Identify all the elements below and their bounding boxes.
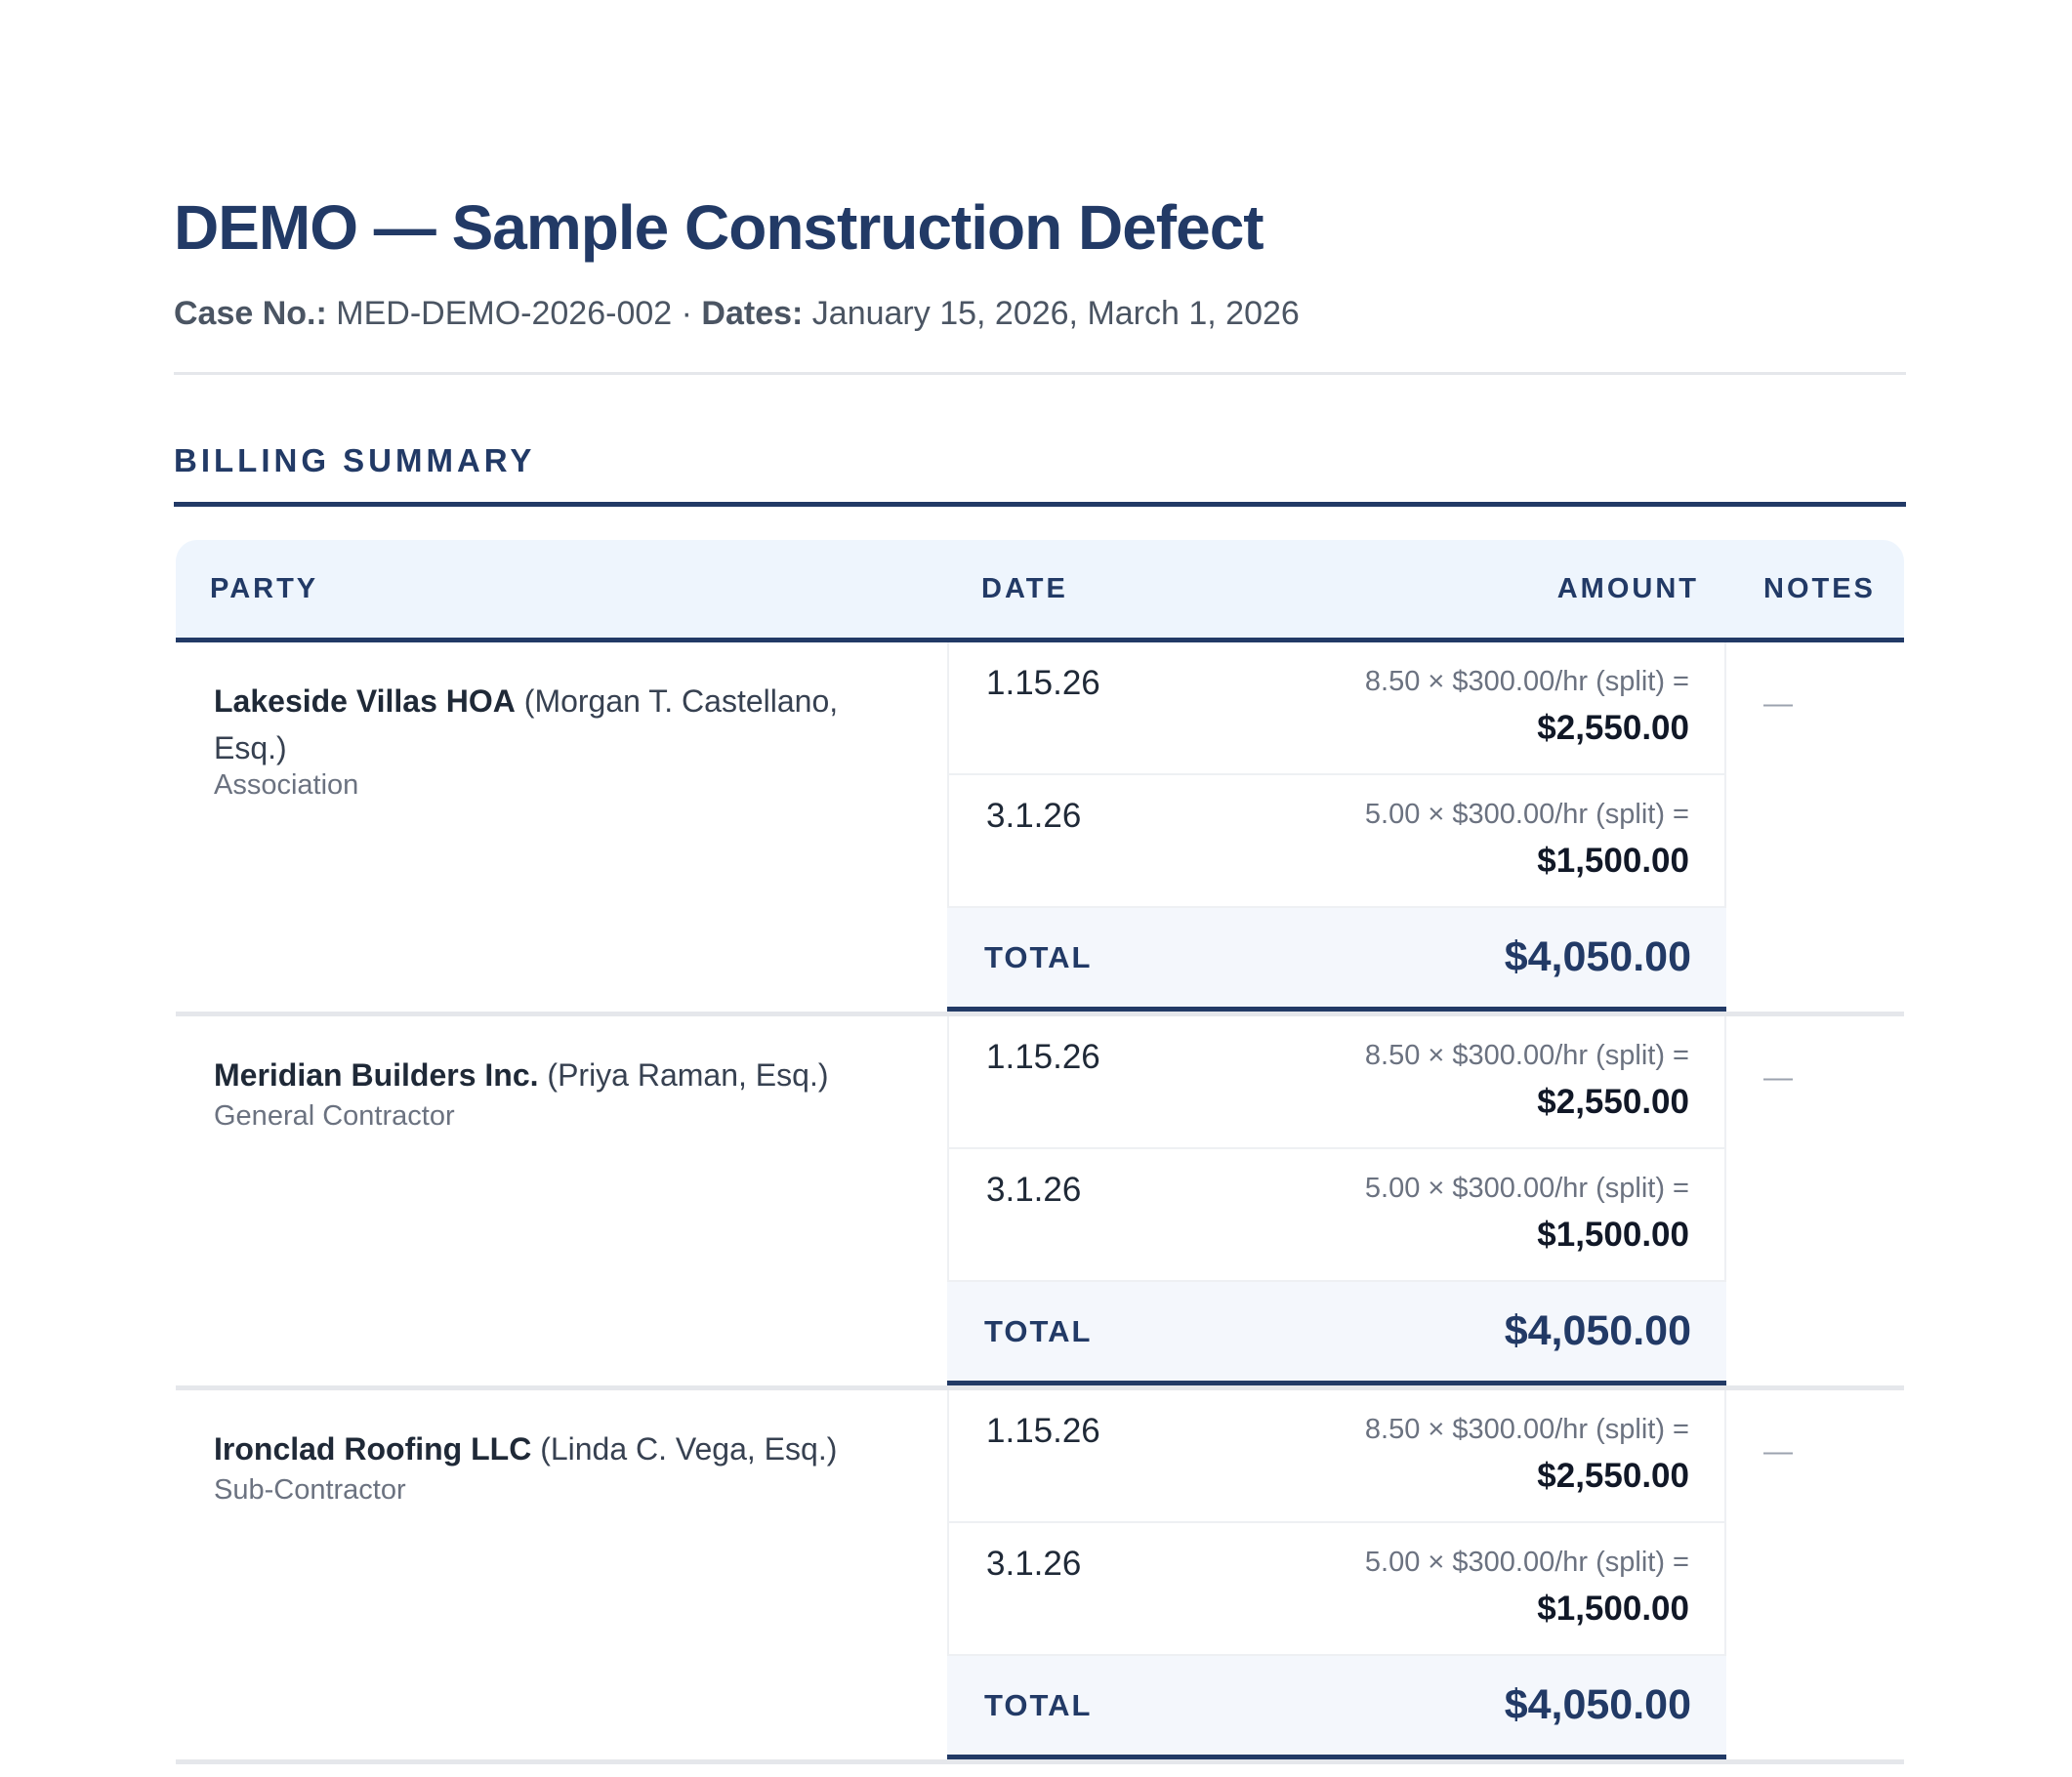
billing-entry: 1.15.26 8.50 × $300.00/hr (split) = $2,5… — [947, 1016, 1726, 1149]
entry-date: 1.15.26 — [986, 664, 1100, 702]
notes-cell: — — [1763, 1061, 1793, 1094]
entry-calculation: 5.00 × $300.00/hr (split) = — [1364, 1547, 1689, 1578]
party-name: Meridian Builders Inc. — [214, 1057, 539, 1093]
party-cell: Meridian Builders Inc. (Priya Raman, Esq… — [176, 1016, 947, 1385]
total-row: TOTAL $4,050.00 — [947, 1282, 1726, 1385]
entry-calculation: 8.50 × $300.00/hr (split) = — [1364, 666, 1689, 697]
notes-cell: — — [1763, 1435, 1793, 1467]
entry-date: 3.1.26 — [986, 1545, 1082, 1583]
party-role: Association — [214, 769, 359, 801]
section-title: BILLING SUMMARY — [174, 442, 536, 478]
total-row: TOTAL $4,050.00 — [947, 908, 1726, 1012]
column-header-notes: NOTES — [1763, 573, 1876, 604]
party-line: Lakeside Villas HOA (Morgan T. Castellan… — [214, 678, 917, 771]
total-label: TOTAL — [984, 1688, 1093, 1722]
entry-calculation: 8.50 × $300.00/hr (split) = — [1364, 1414, 1689, 1445]
billing-entry: 1.15.26 8.50 × $300.00/hr (split) = $2,5… — [947, 642, 1726, 775]
entry-amount: $2,550.00 — [1537, 1457, 1689, 1495]
entry-amount: $1,500.00 — [1537, 1216, 1689, 1254]
party-cell: Ironclad Roofing LLC (Linda C. Vega, Esq… — [176, 1390, 947, 1759]
entry-date: 3.1.26 — [986, 1171, 1082, 1209]
meta-separator: · — [681, 295, 692, 332]
party-row: Ironclad Roofing LLC (Linda C. Vega, Esq… — [176, 1390, 1904, 1764]
notes-cell: — — [1763, 687, 1793, 720]
party-name: Lakeside Villas HOA — [214, 683, 516, 719]
entry-amount: $1,500.00 — [1537, 842, 1689, 880]
entry-amount: $2,550.00 — [1537, 709, 1689, 747]
total-amount: $4,050.00 — [1504, 1307, 1691, 1354]
total-row: TOTAL $4,050.00 — [947, 1656, 1726, 1759]
entry-calculation: 5.00 × $300.00/hr (split) = — [1364, 799, 1689, 830]
total-amount: $4,050.00 — [1504, 933, 1691, 980]
party-line: Meridian Builders Inc. (Priya Raman, Esq… — [214, 1052, 917, 1098]
party-row: Meridian Builders Inc. (Priya Raman, Esq… — [176, 1016, 1904, 1390]
party-cell: Lakeside Villas HOA (Morgan T. Castellan… — [176, 642, 947, 1012]
entry-amount: $2,550.00 — [1537, 1083, 1689, 1121]
party-row: Lakeside Villas HOA (Morgan T. Castellan… — [176, 642, 1904, 1016]
case-number-value: MED-DEMO-2026-002 — [336, 295, 673, 332]
header-divider — [174, 372, 1906, 375]
billing-table: PARTY DATE AMOUNT NOTES Lakeside Villas … — [176, 540, 1904, 1764]
entry-calculation: 8.50 × $300.00/hr (split) = — [1364, 1040, 1689, 1071]
party-counsel: (Linda C. Vega, Esq.) — [540, 1431, 838, 1467]
page-title: DEMO — Sample Construction Defect — [174, 192, 1264, 263]
table-header: PARTY DATE AMOUNT NOTES — [176, 540, 1904, 642]
billing-entry: 3.1.26 5.00 × $300.00/hr (split) = $1,50… — [947, 1149, 1726, 1282]
party-role: Sub-Contractor — [214, 1474, 406, 1506]
billing-entry: 3.1.26 5.00 × $300.00/hr (split) = $1,50… — [947, 775, 1726, 908]
total-amount: $4,050.00 — [1504, 1681, 1691, 1728]
entry-date: 1.15.26 — [986, 1412, 1100, 1450]
party-counsel: (Morgan T. Castellano, Esq.) — [214, 683, 839, 765]
party-counsel: (Priya Raman, Esq.) — [547, 1057, 829, 1093]
entry-calculation: 5.00 × $300.00/hr (split) = — [1364, 1173, 1689, 1204]
entry-amount: $1,500.00 — [1537, 1590, 1689, 1628]
column-header-date: DATE — [981, 573, 1068, 604]
column-header-amount: AMOUNT — [1556, 573, 1699, 604]
total-label: TOTAL — [984, 940, 1093, 974]
entry-date: 1.15.26 — [986, 1038, 1100, 1076]
party-name: Ironclad Roofing LLC — [214, 1431, 532, 1467]
party-role: General Contractor — [214, 1100, 455, 1132]
case-meta: Case No.: MED-DEMO-2026-002 · Dates: Jan… — [174, 295, 1300, 333]
section-divider — [174, 502, 1906, 507]
column-header-party: PARTY — [210, 573, 319, 604]
entry-date: 3.1.26 — [986, 797, 1082, 835]
dates-value: January 15, 2026, March 1, 2026 — [811, 295, 1300, 332]
case-number-label: Case No.: — [174, 295, 327, 332]
billing-entry: 1.15.26 8.50 × $300.00/hr (split) = $2,5… — [947, 1390, 1726, 1523]
total-label: TOTAL — [984, 1314, 1093, 1348]
dates-label: Dates: — [701, 295, 804, 332]
party-line: Ironclad Roofing LLC (Linda C. Vega, Esq… — [214, 1426, 917, 1472]
billing-entry: 3.1.26 5.00 × $300.00/hr (split) = $1,50… — [947, 1523, 1726, 1656]
